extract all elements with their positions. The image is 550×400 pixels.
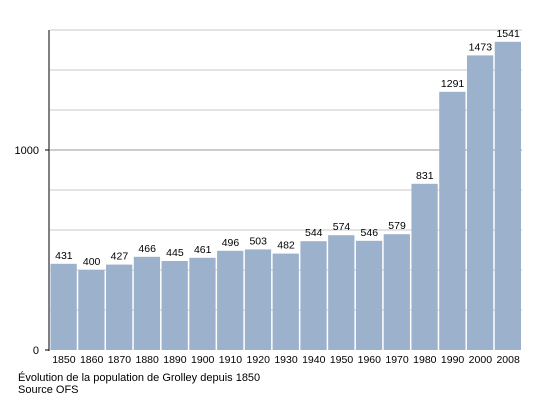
data-label-1920: 503 [249, 235, 267, 247]
data-label-1870: 427 [111, 251, 129, 263]
x-tick-label-1990: 1990 [441, 354, 465, 366]
bar-1860 [78, 270, 105, 350]
data-label-1980: 831 [416, 170, 434, 182]
x-tick-label-1850: 1850 [52, 354, 76, 366]
data-label-1850: 431 [55, 250, 73, 262]
x-tick-label-1940: 1940 [302, 354, 326, 366]
data-label-1880: 466 [138, 243, 156, 255]
data-label-2000: 1473 [469, 41, 493, 53]
bar-1870 [106, 264, 133, 350]
x-tick-labels: 1850 1860 1870 1880 1890 1900 1910 1920 1930 1940… [52, 354, 520, 366]
data-label-1940: 544 [305, 227, 323, 239]
x-tick-label-1930: 1930 [274, 354, 298, 366]
x-tick-label-1860: 1860 [80, 354, 104, 366]
bar-1940 [300, 241, 327, 350]
y-tick-labels: 0 1000 [15, 145, 49, 357]
bar-1950 [328, 235, 355, 350]
x-tick-label-1890: 1890 [163, 354, 187, 366]
data-label-1910: 496 [222, 237, 240, 249]
bars [50, 41, 521, 351]
bar-1900 [189, 257, 216, 350]
bar-1930 [272, 253, 299, 350]
x-tick-label-1950: 1950 [330, 354, 354, 366]
bar-1850 [50, 263, 77, 350]
bar-1990 [439, 91, 466, 351]
data-label-1990: 1291 [441, 78, 465, 90]
data-label-1890: 445 [166, 247, 184, 259]
data-label-1960: 546 [361, 227, 379, 239]
bar-1890 [161, 261, 188, 350]
x-tick-label-1960: 1960 [358, 354, 382, 366]
bar-2008 [494, 41, 521, 351]
y-tick-label: 1000 [15, 145, 39, 157]
bar-1960 [355, 240, 383, 350]
value-labels: 431 400 427 466 445 461 496 503 482 544 574 546 579 8… [55, 28, 520, 268]
data-label-2008: 1541 [496, 28, 520, 40]
chart-caption: Évolution de la population de Grolley de… [18, 372, 261, 384]
data-label-1950: 574 [333, 221, 351, 233]
x-tick-label-1970: 1970 [385, 354, 409, 366]
bar-1980 [411, 183, 438, 350]
bar-1920 [244, 249, 272, 350]
x-tick-label-1920: 1920 [247, 354, 271, 366]
x-tick-label-1870: 1870 [108, 354, 132, 366]
bar-1970 [383, 234, 410, 350]
bar-2000 [466, 55, 494, 351]
bar-1910 [217, 250, 244, 350]
data-label-1930: 482 [277, 240, 295, 252]
x-tick-label-2000: 2000 [469, 354, 493, 366]
data-label-1900: 461 [194, 244, 212, 256]
y-tick-label: 0 [33, 345, 39, 357]
chart-source: Source OFS [18, 384, 79, 396]
x-tick-label-1880: 1880 [135, 354, 159, 366]
bar-1880 [133, 256, 161, 350]
x-tick-label-1980: 1980 [413, 354, 437, 366]
x-tick-label-2008: 2008 [496, 354, 520, 366]
x-tick-label-1910: 1910 [219, 354, 243, 366]
x-tick-label-1900: 1900 [191, 354, 215, 366]
data-label-1970: 579 [388, 220, 406, 232]
data-label-1860: 400 [83, 256, 101, 268]
